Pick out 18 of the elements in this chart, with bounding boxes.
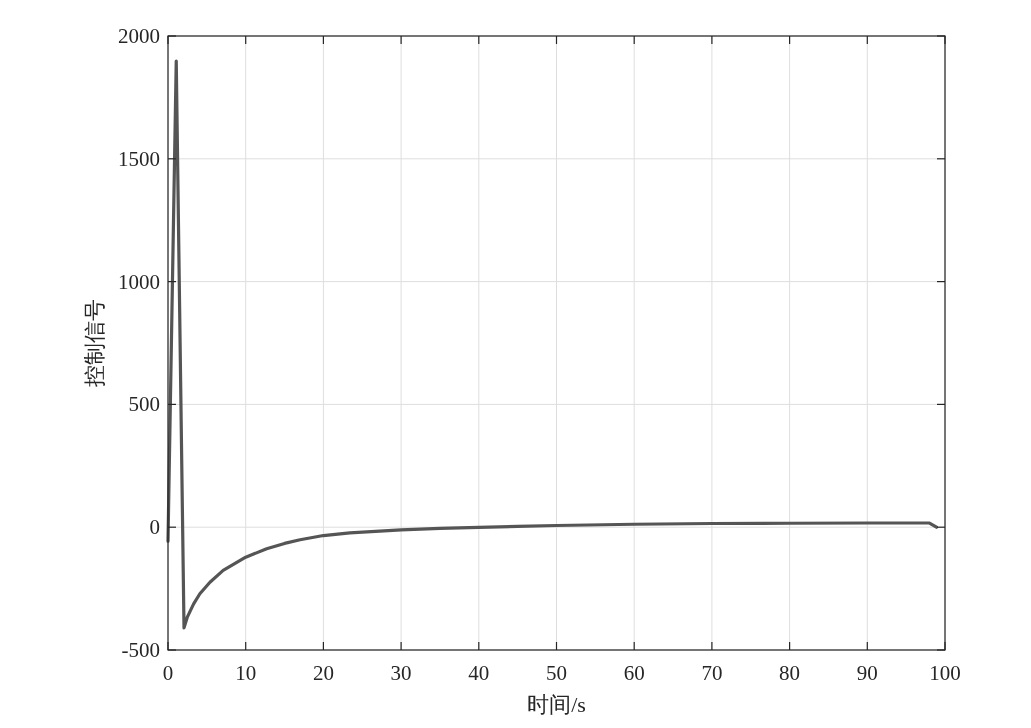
y-tick-label: 0 [149,515,160,540]
x-tick-label: 60 [623,661,645,685]
y-tick-label: -500 [121,638,160,662]
x-tick-label: 10 [235,661,257,685]
x-axis-title: 时间/s [527,692,586,717]
y-axis-title: 控制信号 [82,299,107,387]
x-tick-label: 40 [468,661,490,685]
x-tick-label: 30 [390,661,412,685]
y-tick-label: 1000 [118,269,160,294]
y-tick-label: 1500 [118,146,160,171]
y-tick-label: 500 [128,392,160,417]
x-tick-label: 90 [856,661,878,685]
y-tick-label: 2000 [118,24,160,48]
x-tick-label: 50 [546,661,567,685]
x-tick-label: 20 [312,661,334,685]
x-tick-label: 70 [701,661,723,685]
x-tick-label: 100 [929,661,961,685]
x-tick-label: 80 [779,661,801,685]
